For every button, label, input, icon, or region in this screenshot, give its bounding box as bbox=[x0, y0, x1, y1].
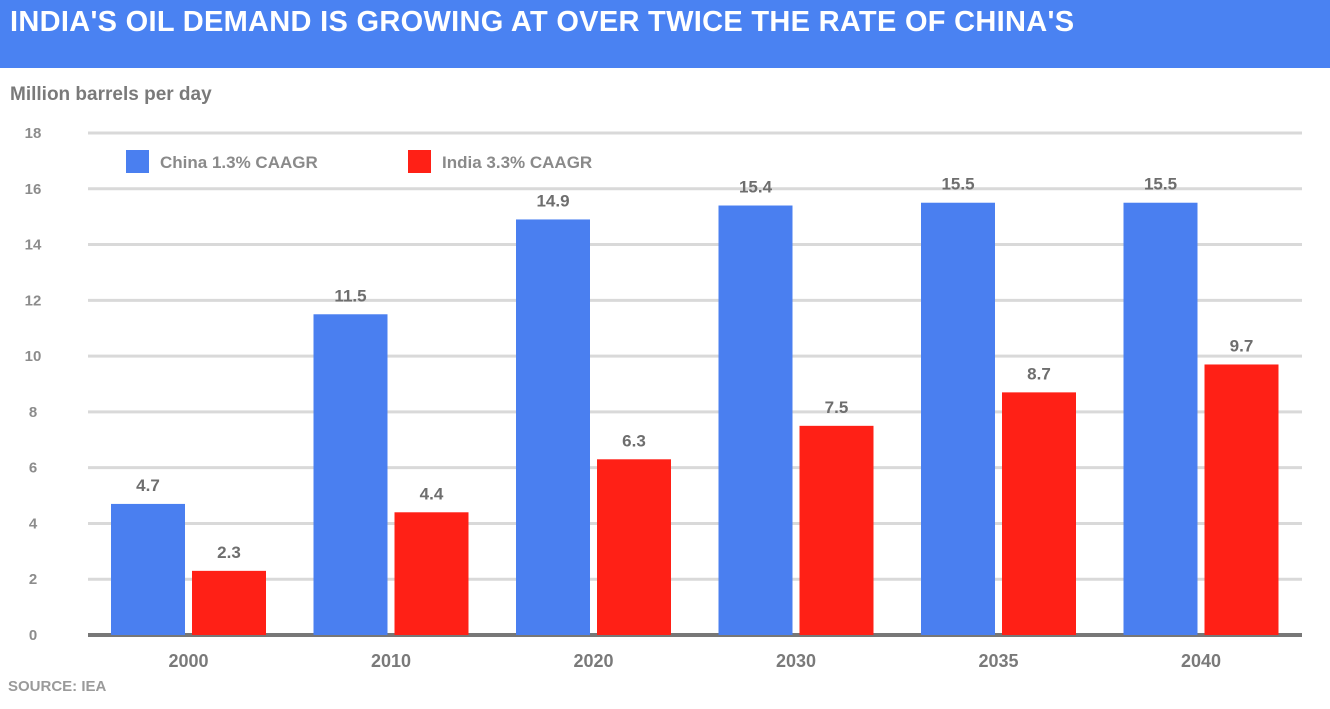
data-label: 7.5 bbox=[825, 398, 849, 417]
y-tick-label: 18 bbox=[25, 125, 42, 142]
y-tick-label: 4 bbox=[29, 515, 38, 532]
y-tick-label: 8 bbox=[29, 404, 37, 421]
china-bar bbox=[516, 219, 590, 635]
chart-title: INDIA'S OIL DEMAND IS GROWING AT OVER TW… bbox=[10, 6, 1075, 38]
y-tick-label: 14 bbox=[25, 237, 42, 254]
india-bar bbox=[1204, 364, 1279, 635]
china-bar bbox=[313, 314, 388, 635]
legend-swatch bbox=[126, 150, 149, 173]
india-bar bbox=[597, 459, 671, 635]
x-tick-label: 2000 bbox=[168, 651, 208, 671]
data-label: 15.4 bbox=[739, 178, 773, 197]
legend-swatch bbox=[408, 150, 431, 173]
china-bar bbox=[718, 205, 793, 635]
china-bar bbox=[1123, 202, 1198, 635]
y-tick-label: 12 bbox=[25, 292, 42, 309]
data-label: 2.3 bbox=[217, 543, 241, 562]
x-tick-label: 2010 bbox=[371, 651, 411, 671]
x-tick-label: 2020 bbox=[573, 651, 613, 671]
data-label: 4.7 bbox=[136, 476, 160, 495]
china-bar bbox=[111, 503, 185, 635]
x-tick-label: 2030 bbox=[776, 651, 816, 671]
x-tick-label: 2040 bbox=[1181, 651, 1221, 671]
legend-label: India 3.3% CAAGR bbox=[442, 153, 592, 172]
data-label: 14.9 bbox=[536, 191, 569, 210]
y-tick-label: 6 bbox=[29, 460, 37, 477]
india-bar bbox=[1002, 392, 1076, 635]
legend-label: China 1.3% CAAGR bbox=[160, 153, 318, 172]
data-label: 8.7 bbox=[1027, 364, 1051, 383]
china-bar bbox=[921, 202, 995, 635]
data-label: 9.7 bbox=[1230, 336, 1254, 355]
y-tick-label: 0 bbox=[29, 627, 37, 644]
chart-subtitle: Million barrels per day bbox=[10, 84, 212, 105]
data-label: 15.5 bbox=[941, 175, 974, 194]
source-note: SOURCE: IEA bbox=[8, 678, 107, 695]
india-bar bbox=[394, 512, 469, 635]
india-bar bbox=[799, 425, 874, 635]
india-bar bbox=[192, 570, 266, 635]
data-label: 15.5 bbox=[1144, 175, 1177, 194]
data-label: 4.4 bbox=[420, 484, 444, 503]
y-tick-label: 16 bbox=[25, 181, 42, 198]
x-tick-label: 2035 bbox=[978, 651, 1018, 671]
y-tick-label: 10 bbox=[25, 348, 42, 365]
title-banner: INDIA'S OIL DEMAND IS GROWING AT OVER TW… bbox=[0, 0, 1330, 68]
data-label: 6.3 bbox=[622, 431, 646, 450]
y-tick-label: 2 bbox=[29, 571, 37, 588]
data-label: 11.5 bbox=[334, 286, 366, 305]
